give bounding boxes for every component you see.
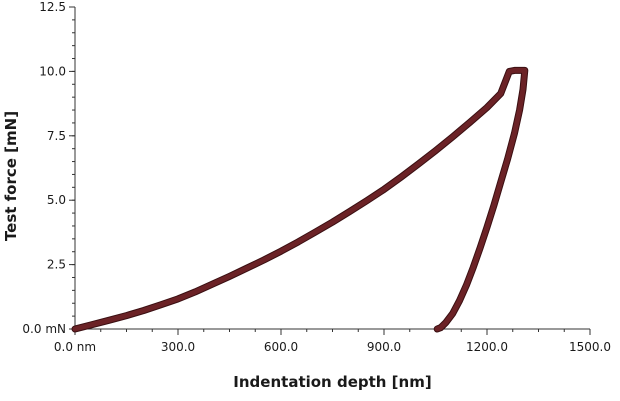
x-tick-label: 0.0 nm (54, 340, 96, 354)
y-tick-label: 7.5 (47, 129, 66, 143)
x-tick-label: 1200.0 (466, 340, 508, 354)
x-tick-label: 1500.0 (569, 340, 611, 354)
series-line-outline (71, 66, 529, 333)
x-tick-label: 600.0 (264, 340, 298, 354)
y-tick-label: 5.0 (47, 193, 66, 207)
y-tick-label: 0.0 mN (22, 322, 66, 336)
x-tick-label: 900.0 (367, 340, 401, 354)
y-axis-title: Test force [mN] (2, 111, 20, 241)
x-tick-label: 300.0 (161, 340, 195, 354)
series-layer (71, 66, 529, 333)
series-line (72, 67, 528, 332)
x-axis-title: Indentation depth [nm] (233, 373, 431, 391)
y-tick-label: 10.0 (39, 64, 66, 78)
y-tick-label: 2.5 (47, 258, 66, 272)
axes: 0.0 nm 300.0 600.0 900.0 1200.0 1500.0 0.0 mN 2… (22, 0, 611, 354)
y-tick-label: 12.5 (39, 0, 66, 14)
